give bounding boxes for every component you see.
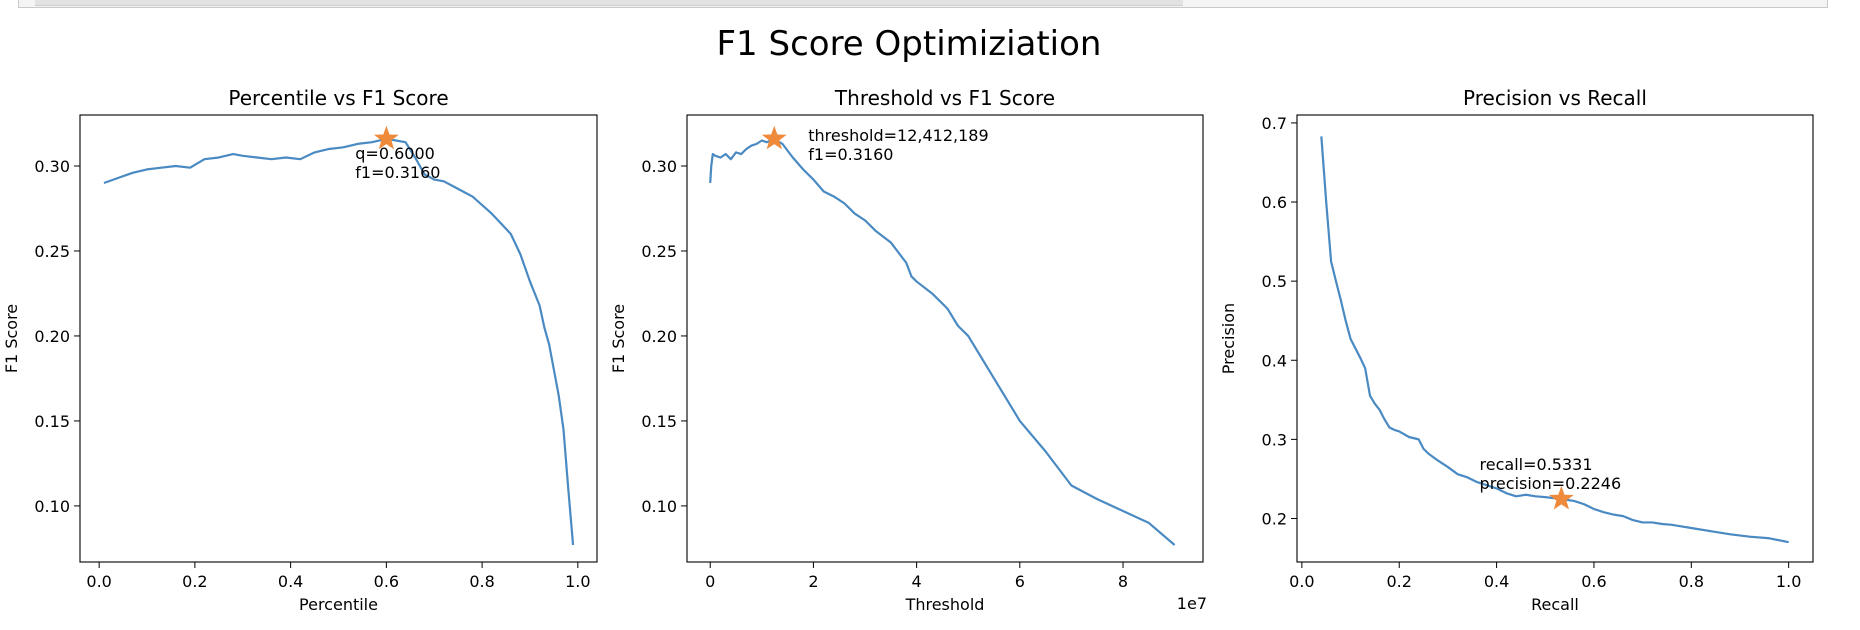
x-tick-label: 0.6 <box>1581 572 1606 591</box>
x-tick-label: 0.2 <box>1386 572 1411 591</box>
optimum-star-marker <box>761 125 787 150</box>
x-tick-label: 0.4 <box>1484 572 1509 591</box>
annotation-line-2: f1=0.3160 <box>808 145 893 164</box>
y-axis-label: Precision <box>1219 303 1238 374</box>
x-axis-label: Recall <box>1531 595 1579 614</box>
annotation-line-2: precision=0.2246 <box>1480 474 1622 493</box>
y-tick-label: 0.2 <box>1262 509 1287 528</box>
y-tick-label: 0.4 <box>1262 351 1287 370</box>
y-tick-label: 0.15 <box>34 412 70 431</box>
y-tick-label: 0.25 <box>34 242 70 261</box>
subplot-2: Threshold vs F1 Score 0 2 4 6 8 0.10 0.15 0.20 0.… <box>609 86 1207 614</box>
subplot-3: Precision vs Recall 0.0 0.2 0.4 0.6 0.8 1.0 0.2… <box>1219 86 1814 614</box>
y-tick-label: 0.6 <box>1262 193 1287 212</box>
axes-frame <box>1296 114 1814 563</box>
x-tick-label: 1.0 <box>565 572 590 591</box>
x-tick-label: 1.0 <box>1776 572 1801 591</box>
x-tick-label: 0.6 <box>374 572 399 591</box>
x-tick-label: 0.8 <box>1679 572 1704 591</box>
subplot-1: Percentile vs F1 Score 0.0 0.2 0.4 0.6 0.8 1.0… <box>2 86 598 614</box>
series-line-1 <box>103 137 575 546</box>
y-axis-label: F1 Score <box>2 304 21 373</box>
x-axis-label: Percentile <box>299 595 378 614</box>
annotation-line-1: recall=0.5331 <box>1480 455 1593 474</box>
x-offset-label: 1e7 <box>1177 594 1207 613</box>
x-tick-label: 2 <box>808 572 818 591</box>
y-tick-label: 0.10 <box>641 497 677 516</box>
subplot-title: Threshold vs F1 Score <box>834 86 1055 110</box>
y-tick-label: 0.20 <box>641 327 677 346</box>
scrollbar-thumb[interactable] <box>35 0 1183 6</box>
x-tick-label: 0.2 <box>182 572 207 591</box>
y-tick-label: 0.25 <box>641 242 677 261</box>
series-line-1 <box>1320 136 1789 544</box>
axes-frame <box>79 114 598 563</box>
y-tick-label: 0.3 <box>1262 430 1287 449</box>
x-axis-label: Threshold <box>905 595 985 614</box>
x-tick-label: 4 <box>912 572 922 591</box>
x-tick-label: 0.4 <box>278 572 303 591</box>
subplot-title: Percentile vs F1 Score <box>228 86 448 110</box>
x-tick-label: 0.0 <box>1289 572 1314 591</box>
x-tick-label: 0 <box>705 572 715 591</box>
y-axis-label: F1 Score <box>609 304 628 373</box>
subplot-group: Percentile vs F1 Score 0.0 0.2 0.4 0.6 0.8 1.0… <box>2 86 1814 614</box>
optimum-star-marker <box>374 125 399 150</box>
y-tick-label: 0.15 <box>641 412 677 431</box>
y-tick-label: 0.10 <box>34 497 70 516</box>
y-tick-label: 0.30 <box>34 157 70 176</box>
notebook-cell-scrollbar[interactable] <box>18 0 1828 8</box>
x-tick-label: 8 <box>1118 572 1128 591</box>
x-tick-label: 0.0 <box>86 572 111 591</box>
subplot-title: Precision vs Recall <box>1463 86 1647 110</box>
y-tick-label: 0.5 <box>1262 272 1287 291</box>
axes-frame <box>686 114 1204 563</box>
y-tick-label: 0.20 <box>34 327 70 346</box>
figure-suptitle: F1 Score Optimiziation <box>717 24 1102 64</box>
y-tick-label: 0.7 <box>1262 114 1287 133</box>
x-tick-label: 6 <box>1015 572 1025 591</box>
series-line-1 <box>709 137 1176 546</box>
annotation-line-1: threshold=12,412,189 <box>808 126 988 145</box>
y-tick-label: 0.30 <box>641 157 677 176</box>
optimum-star-marker <box>1549 486 1574 510</box>
annotation-line-2: f1=0.3160 <box>355 163 440 182</box>
x-tick-label: 0.8 <box>469 572 494 591</box>
annotation-line-1: q=0.6000 <box>355 144 435 163</box>
